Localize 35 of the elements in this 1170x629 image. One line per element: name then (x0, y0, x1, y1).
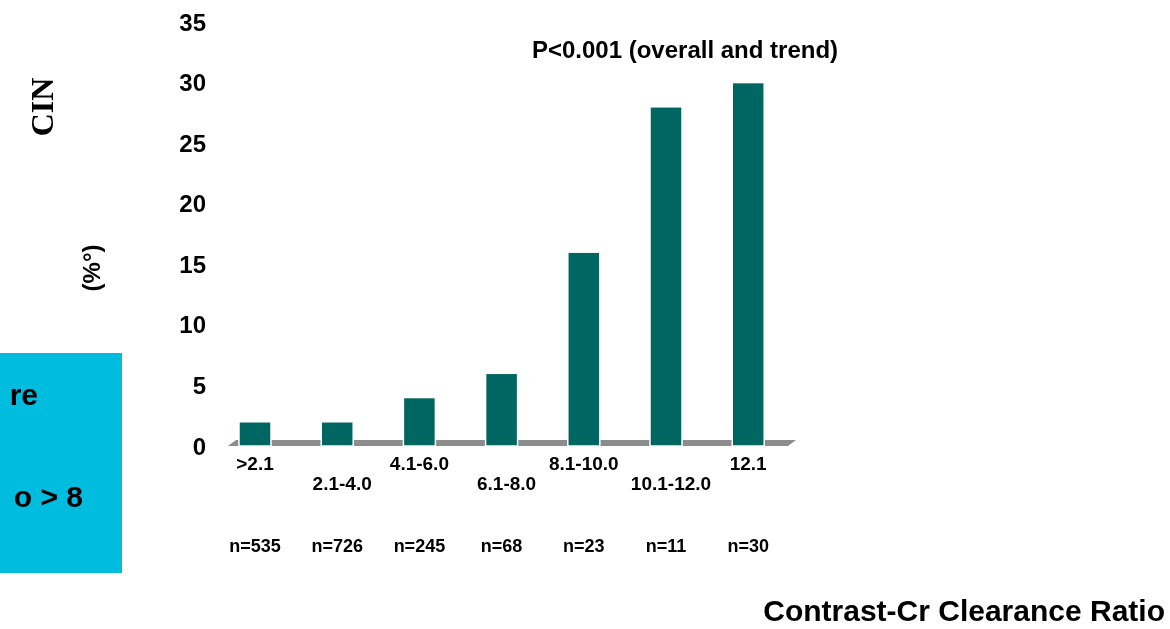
x-tick-label: >2.1 (236, 453, 275, 474)
y-tick-label: 30 (179, 69, 206, 97)
x-tick-label: 4.1-6.0 (389, 453, 449, 474)
text: (%°) (78, 244, 105, 292)
bar (238, 421, 272, 447)
y-tick-label: 15 (179, 250, 206, 278)
bar (402, 396, 437, 447)
x-tick-label: 12.1 (729, 453, 768, 474)
y-tick-label: 25 (179, 129, 206, 157)
bar (567, 251, 601, 447)
bar (484, 372, 519, 447)
x-tick-label: 6.1-8.0 (477, 473, 537, 494)
bar (731, 81, 765, 447)
x-tick-label: 2.1-4.0 (312, 473, 372, 494)
text: n=23 (563, 536, 605, 556)
y-tick-label: 20 (179, 190, 206, 218)
text: n=535 (229, 536, 281, 556)
annotation: P<0.001 (overall and trend) (531, 36, 839, 63)
text: n=245 (393, 536, 446, 556)
y-axis-title: CIN (24, 77, 60, 137)
text: n=11 (645, 536, 687, 556)
text: n=30 (727, 536, 769, 556)
y-tick-label: 5 (192, 372, 206, 400)
y-tick-label: 35 (179, 8, 206, 36)
y-tick-label: 0 (192, 432, 206, 460)
text: o > 8 (13, 480, 83, 513)
bar (649, 106, 683, 447)
text: n=68 (480, 536, 523, 556)
x-tick-label: 8.1-10.0 (548, 453, 619, 474)
y-tick-label: 10 (179, 311, 206, 339)
x-tick-label: 10.1-12.0 (630, 473, 712, 494)
x-axis-title: Contrast-Cr Clearance Ratio (763, 594, 1165, 627)
text: n=726 (311, 536, 363, 556)
bar (320, 421, 354, 447)
text: re (9, 378, 38, 411)
